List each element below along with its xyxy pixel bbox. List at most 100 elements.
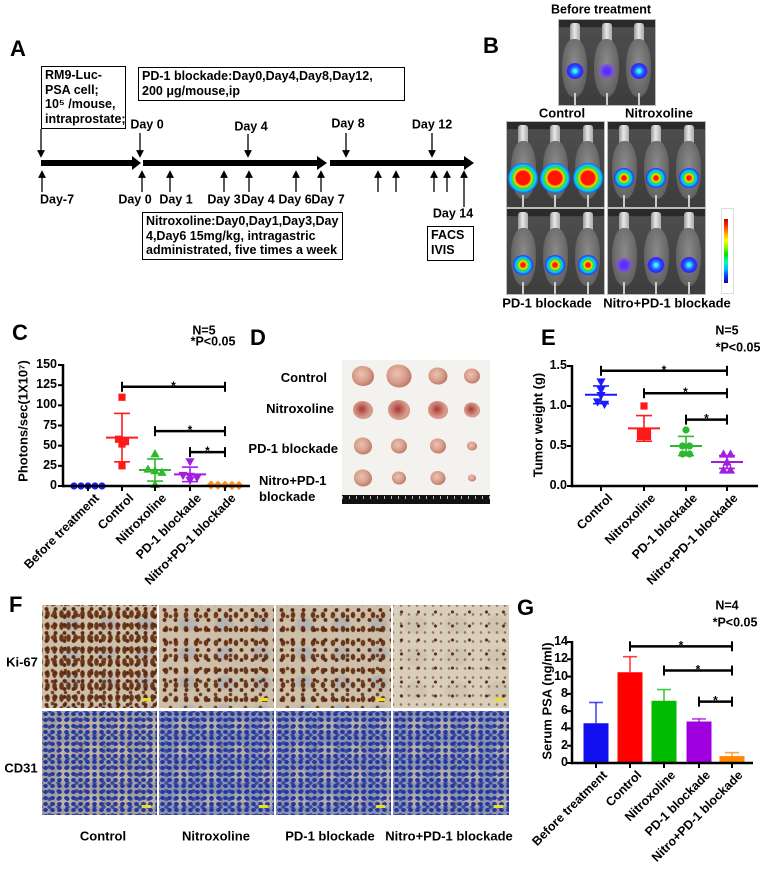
- scale-bar: [376, 698, 385, 701]
- scale-bar: [376, 805, 385, 808]
- data-point: [718, 465, 729, 474]
- data-point: [118, 440, 126, 448]
- bioluminescence-signal: [545, 255, 566, 276]
- significance-bracket: *: [189, 444, 226, 458]
- data-point: [150, 449, 160, 458]
- day-label-bottom: Day 7: [311, 192, 345, 207]
- bioluminescence-signal: [540, 163, 571, 194]
- tumor: [354, 469, 372, 487]
- sample-size-label: N=5: [192, 323, 216, 338]
- ivis-group-label: PD-1 blockade: [502, 295, 592, 311]
- tumor: [428, 401, 448, 419]
- mouse: [539, 209, 571, 294]
- mouse: [591, 20, 623, 105]
- mouse: [640, 122, 672, 207]
- ihc-cd31-control: [42, 711, 157, 815]
- y-tick-label: 1.0: [549, 398, 567, 412]
- significance-star: *: [704, 412, 709, 426]
- bar: [651, 700, 677, 763]
- data-point: [636, 428, 645, 436]
- bioluminescence-signal: [647, 257, 665, 274]
- data-point: [118, 393, 126, 401]
- y-tick-label: 4: [561, 720, 568, 735]
- pd1-schedule-box: PD-1 blockade:Day0,Day4,Day8,Day12, 200 …: [138, 67, 405, 101]
- scale-bar: [494, 805, 503, 808]
- data-point: [157, 467, 167, 476]
- y-tick-label: 14: [554, 634, 568, 648]
- significance-bracket: *: [121, 379, 226, 393]
- y-tick-label: 6: [561, 703, 568, 718]
- y-tick-label: 0: [50, 478, 57, 492]
- tumor: [392, 471, 406, 485]
- y-tick-label: 8: [561, 685, 568, 700]
- bioluminescence-signal: [630, 63, 648, 79]
- bioluminescence-signal: [566, 63, 584, 79]
- ihc-cd31-nitro-pd1: [393, 711, 509, 815]
- bioluminescence-signal: [572, 163, 603, 194]
- significance-star: *: [679, 638, 684, 652]
- tumor: [354, 437, 372, 455]
- bar: [617, 672, 643, 763]
- scale-bar: [259, 805, 268, 808]
- significance-bracket: *: [685, 412, 728, 426]
- p-value-label: *P<0.05: [712, 615, 758, 630]
- day-label-bottom: Day 4: [241, 192, 275, 207]
- ivis-image-before: [558, 19, 656, 106]
- cell-box-line: RM9-Luc-: [45, 68, 102, 82]
- ivis-group-label: Nitroxoline: [625, 105, 693, 121]
- ihc-cd31-nitroxoline: [159, 711, 274, 815]
- data-point: [678, 450, 687, 458]
- data-point: [725, 465, 736, 474]
- sample-size-label: N=5: [715, 323, 739, 338]
- day-label-bottom: Day 14: [432, 206, 474, 221]
- ruler: [342, 495, 490, 504]
- day-label-bottom: Day 3: [207, 192, 241, 207]
- ihc-column-label: PD-1 blockade: [285, 828, 375, 844]
- data-point: [592, 398, 603, 407]
- nitro-box-line: Nitroxoline:Day0,Day1,Day3,Day: [146, 214, 339, 228]
- significance-star: *: [662, 363, 667, 377]
- y-tick-label: 100: [36, 397, 57, 412]
- p-value-label: *P<0.05: [715, 340, 761, 355]
- ihc-ki67-control: [42, 605, 157, 708]
- mouse: [623, 20, 655, 105]
- data-point: [636, 432, 645, 440]
- data-point: [682, 426, 690, 434]
- bioluminescence-signal: [646, 168, 667, 189]
- nitro-box-line: administrated, five times a week: [146, 243, 338, 257]
- ihc-ki67-nitroxoline: [159, 605, 274, 708]
- bioluminescence-signal: [678, 168, 699, 189]
- significance-star: *: [205, 444, 210, 458]
- day-label-top: Day 12: [411, 117, 453, 132]
- day-label-top: Day 4: [234, 119, 268, 134]
- ivis-group-label: Control: [538, 105, 586, 121]
- data-point: [192, 474, 202, 483]
- endpoint-line: FACS: [431, 228, 465, 242]
- tumor-weight-scatter-chart: * * * N=5 *P<0.05 Tumor weight (g) 0.0 0.5 1…: [510, 320, 763, 590]
- endpoint-box: FACS IVIS: [427, 226, 474, 261]
- y-tick-label: 50: [43, 437, 57, 452]
- photon-flux-scatter-chart: * * * N=5 *P<0.05 Photons/sec(1X10⁷) 0 25 50…: [0, 320, 260, 590]
- data-point: [596, 386, 606, 395]
- tumor-row-label: Nitroxoline: [266, 401, 334, 416]
- significance-star: *: [683, 385, 688, 399]
- data-point: [685, 450, 694, 458]
- mouse: [572, 209, 604, 294]
- bar: [583, 723, 609, 763]
- bar: [719, 756, 745, 763]
- tumor: [428, 367, 448, 385]
- scale-bar: [494, 698, 503, 701]
- day-label-top: Day 8: [331, 116, 365, 131]
- day-label-bottom: Day 6: [278, 192, 312, 207]
- mouse: [673, 122, 705, 207]
- chart-canvas: * * *: [567, 638, 753, 768]
- y-tick-label: 125: [36, 377, 57, 392]
- day-label-bottom: Day 0: [118, 192, 152, 207]
- nitro-box-line: 4,Day6 15mg/kg, intragastric: [146, 228, 316, 243]
- y-axis-label: Tumor weight (g): [530, 372, 546, 478]
- timeline-arrows: [37, 129, 474, 207]
- mouse: [507, 209, 539, 294]
- cell-box-line: 10⁵ /mouse,: [45, 97, 116, 111]
- y-tick-label: 0.0: [549, 478, 567, 492]
- tumor: [353, 401, 373, 419]
